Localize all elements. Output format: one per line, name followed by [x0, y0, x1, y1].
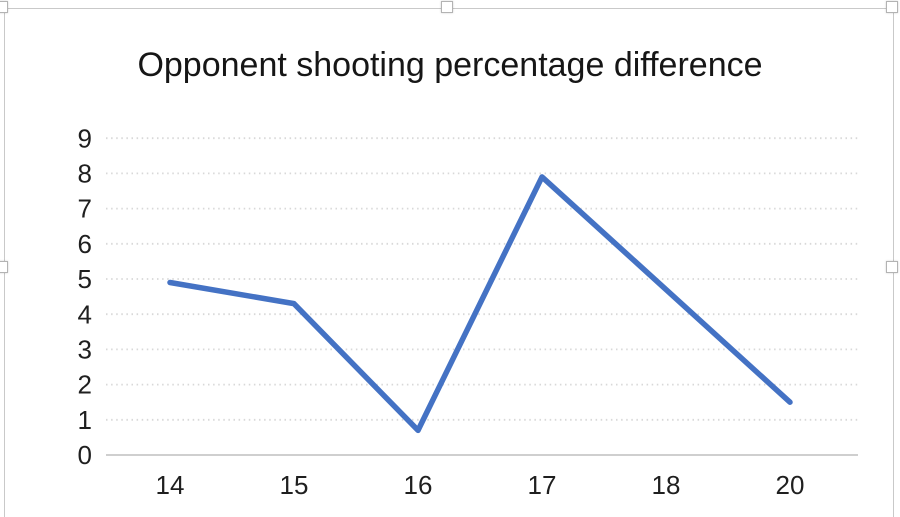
resize-handle-left-middle[interactable] [0, 261, 8, 273]
y-axis-tick-label: 7 [78, 194, 92, 224]
y-axis-tick-label: 3 [78, 335, 92, 365]
y-axis-tick-label: 5 [78, 264, 92, 294]
x-axis-tick-label: 15 [280, 470, 309, 500]
x-axis-tick-label: 18 [652, 470, 681, 500]
resize-handle-top-right[interactable] [886, 1, 898, 13]
y-axis-tick-label: 2 [78, 370, 92, 400]
y-axis-tick-label: 6 [78, 229, 92, 259]
data-series-line[interactable] [167, 174, 793, 434]
y-axis-tick-label: 8 [78, 159, 92, 189]
x-axis-tick-label: 14 [156, 470, 185, 500]
y-axis-tick-label: 4 [78, 299, 92, 329]
x-axis-tick-label: 20 [776, 470, 805, 500]
resize-handle-right-middle[interactable] [886, 261, 898, 273]
chart-title[interactable]: Opponent shooting percentage difference [137, 46, 763, 84]
resize-handle-top-center[interactable] [441, 1, 453, 13]
y-axis-tick-label: 1 [78, 405, 92, 435]
y-axis-tick-label: 9 [78, 123, 92, 153]
resize-handle-top-left[interactable] [0, 1, 8, 13]
x-axis-tick-label: 17 [528, 470, 557, 500]
x-axis-tick-label: 16 [404, 470, 433, 500]
y-axis-tick-label: 0 [78, 440, 92, 470]
